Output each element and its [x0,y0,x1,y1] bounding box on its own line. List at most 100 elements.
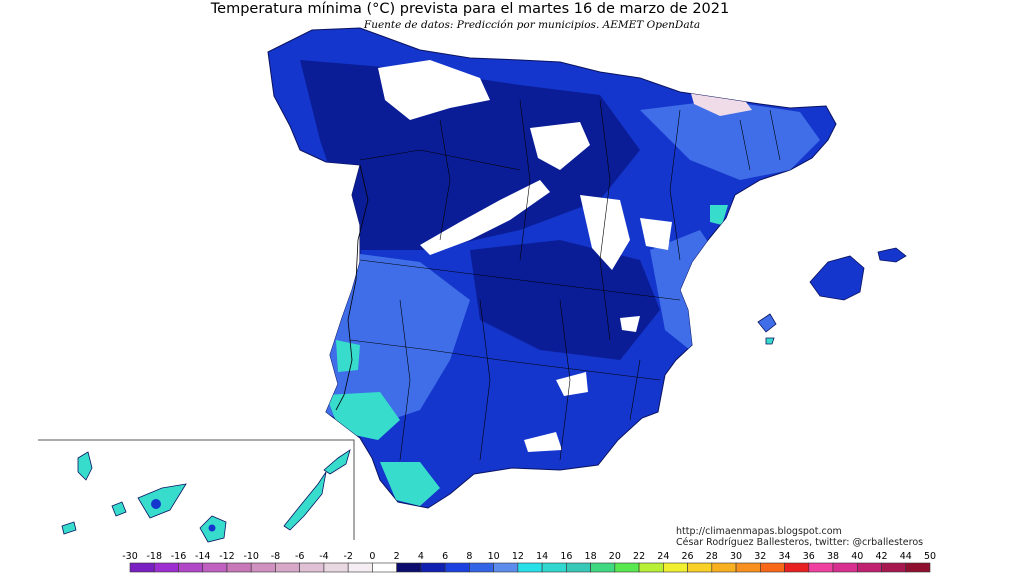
legend-label: -14 [195,551,211,562]
legend-label: 42 [875,551,887,562]
legend-label: 32 [754,551,766,562]
legend-label: 24 [657,551,669,562]
legend-label: 50 [924,551,936,562]
gran-canaria-center [208,524,216,532]
peninsula-map [267,27,837,509]
legend-swatch [323,562,349,573]
cold-spot-sierra-nevada [524,432,562,452]
legend-swatch [347,562,373,573]
legend-label: 36 [803,551,815,562]
credits-url: http://climaenmapas.blogspot.com [676,526,842,537]
legend-label: 34 [778,551,790,562]
legend-swatch [832,562,858,573]
legend-label: 20 [609,551,621,562]
legend-label: -30 [122,551,138,562]
legend-swatch [808,562,834,573]
cold-spot-cantabrica [378,60,490,120]
tenerife [137,483,187,519]
legend-swatch [226,562,252,573]
legend-swatch [905,562,931,573]
legend-label: 14 [536,551,548,562]
inset-frame [38,439,355,540]
legend-swatch [493,562,519,573]
legend-swatch [735,562,761,573]
legend-swatch [614,562,640,573]
legend-swatch [396,562,422,573]
legend-swatch [687,562,713,573]
legend-label: 38 [827,551,839,562]
cold-spot-central-system [420,180,550,255]
credits: http://climaenmapas.blogspot.com César R… [676,526,923,548]
legend-swatch [299,562,325,573]
legend-swatch [129,562,155,573]
mild-zone-west [320,250,470,430]
legend-label: -16 [171,551,187,562]
warm-zone-portugal-coast [336,340,360,372]
map-title: Temperatura mínima (°C) prevista para el… [210,1,730,17]
legend-swatch [881,562,907,573]
mild-zone-northeast [640,100,820,180]
balearic-islands [757,247,907,345]
legend-label: 22 [633,551,645,562]
formentera [765,337,775,345]
legend-swatch [784,562,810,573]
legend-label: -10 [243,551,259,562]
teide-cold-spot [151,499,161,509]
cold-spot-cazorla [556,372,588,396]
legend-label: 0 [369,551,375,562]
legend-label: 4 [418,551,424,562]
legend-swatch [153,562,179,573]
ibiza [757,313,777,333]
cold-zone-north [300,60,640,250]
warm-zone-cadiz [380,462,440,506]
legend-label: -2 [343,551,352,562]
province-borders [349,99,781,461]
canary-inset [38,439,355,543]
legend-swatch [541,562,567,573]
legend-label: 16 [560,551,572,562]
portugal-border [335,164,369,411]
legend-swatch [275,562,300,573]
lanzarote [323,449,351,475]
menorca [877,247,907,263]
legend-swatch [444,562,470,573]
legend-swatch [202,562,228,573]
legend-swatch [566,562,591,573]
legend-swatch [663,562,688,573]
legend-swatch [856,562,882,573]
legend-swatch [590,562,616,573]
cold-zone-central [470,240,660,360]
credits-author: César Rodríguez Ballesteros, twitter: @c… [676,537,924,548]
legend-label: -6 [295,551,304,562]
legend-label: -8 [271,551,280,562]
la-gomera [111,501,127,517]
legend-label: 2 [394,551,400,562]
legend-swatch [638,562,664,573]
warm-zone-valencia [710,205,728,225]
legend-label: 26 [682,551,694,562]
legend-label: 30 [730,551,742,562]
cold-spot-cuenca [620,316,640,332]
legend-label: -12 [219,551,235,562]
legend-label: 40 [851,551,863,562]
la-palma [77,451,93,481]
legend-swatch [178,562,204,573]
cold-spot-teruel [640,218,672,250]
legend-swatch [760,562,785,573]
cold-spot-iberico-north [530,122,590,170]
legend-swatch [711,562,737,573]
legend-label: 10 [488,551,500,562]
legend-label: 6 [442,551,448,562]
legend-swatch [469,562,494,573]
legend-swatch [517,562,543,573]
legend-label: 18 [585,551,597,562]
legend-label: 12 [512,551,524,562]
legend-label: -18 [146,551,162,562]
legend-label: 8 [466,551,472,562]
legend-label: 28 [706,551,718,562]
mallorca [809,255,865,301]
cold-spot-iberico-south [580,195,630,270]
legend-label: -4 [319,551,328,562]
legend-swatch [250,562,276,573]
